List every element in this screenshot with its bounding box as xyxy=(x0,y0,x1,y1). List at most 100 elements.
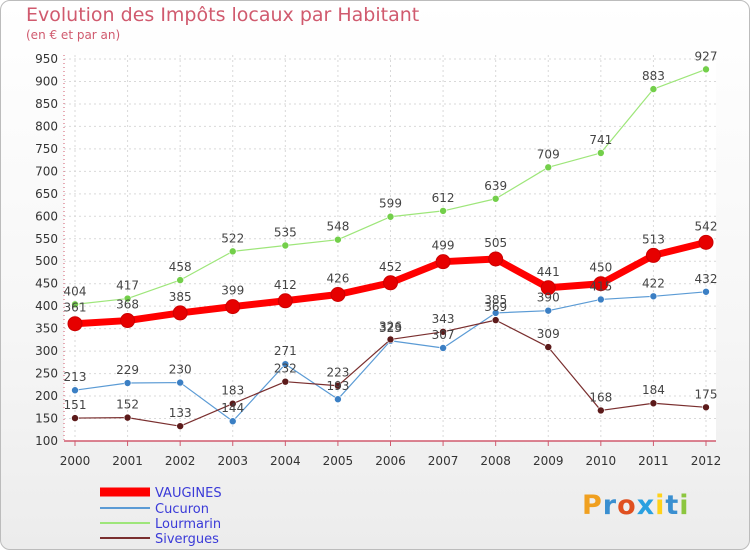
legend-label-sivergues: Sivergues xyxy=(155,532,219,547)
data-label-cucuron: 422 xyxy=(642,276,665,290)
data-point-lourmarin xyxy=(281,241,290,250)
data-point-cucuron xyxy=(176,378,184,387)
data-point-lourmarin xyxy=(702,65,710,74)
data-point-vaugines xyxy=(645,247,661,263)
data-label-sivergues: 152 xyxy=(116,398,139,412)
data-point-cucuron xyxy=(649,292,658,301)
y-tick-label: 800 xyxy=(35,119,58,133)
y-tick-label: 550 xyxy=(35,232,58,246)
data-label-lourmarin: 612 xyxy=(432,191,455,205)
data-point-sivergues xyxy=(334,381,342,390)
y-tick-label: 850 xyxy=(35,97,58,111)
data-label-cucuron: 271 xyxy=(274,344,297,358)
data-label-sivergues: 343 xyxy=(432,312,455,326)
data-label-cucuron: 385 xyxy=(484,293,507,307)
data-label-sivergues: 184 xyxy=(642,383,665,397)
data-point-cucuron xyxy=(71,386,79,395)
data-point-lourmarin xyxy=(334,235,342,244)
data-label-lourmarin: 883 xyxy=(642,69,665,83)
data-point-sivergues xyxy=(71,414,79,422)
data-label-sivergues: 168 xyxy=(589,390,612,404)
data-label-vaugines: 361 xyxy=(64,301,87,315)
data-label-vaugines: 542 xyxy=(695,219,718,233)
data-label-cucuron: 390 xyxy=(537,291,560,305)
y-tick-label: 400 xyxy=(35,299,58,313)
y-tick-label: 500 xyxy=(35,254,58,268)
data-label-sivergues: 232 xyxy=(274,362,297,376)
data-point-cucuron xyxy=(439,344,447,352)
data-point-lourmarin xyxy=(123,294,132,303)
y-tick-label: 950 xyxy=(35,52,58,66)
x-tick-label: 2003 xyxy=(217,454,248,468)
data-label-vaugines: 368 xyxy=(116,298,139,312)
data-label-lourmarin: 548 xyxy=(326,220,349,234)
y-tick-label: 700 xyxy=(35,164,58,178)
data-point-sivergues xyxy=(281,377,290,386)
data-label-vaugines: 426 xyxy=(326,271,349,285)
data-label-sivergues: 223 xyxy=(326,366,349,380)
y-tick-label: 750 xyxy=(35,142,58,156)
data-point-cucuron xyxy=(544,306,553,315)
y-tick-label: 300 xyxy=(35,344,58,358)
data-label-vaugines: 441 xyxy=(537,265,560,279)
data-point-vaugines xyxy=(540,280,556,296)
y-tick-label: 650 xyxy=(35,187,58,201)
data-label-sivergues: 309 xyxy=(537,327,560,341)
data-label-cucuron: 307 xyxy=(432,328,455,342)
data-point-cucuron xyxy=(281,360,290,368)
data-point-vaugines xyxy=(67,316,83,332)
legend-label-vaugines: VAUGINES xyxy=(155,486,222,501)
data-point-lourmarin xyxy=(228,247,237,256)
data-point-vaugines xyxy=(120,313,136,329)
data-point-vaugines xyxy=(172,305,188,321)
data-point-vaugines xyxy=(435,254,451,270)
data-label-sivergues: 151 xyxy=(64,398,87,412)
x-tick-label: 2001 xyxy=(112,454,143,468)
data-label-lourmarin: 741 xyxy=(589,133,612,147)
data-point-lourmarin xyxy=(386,212,395,221)
data-point-sivergues xyxy=(491,316,500,324)
data-point-lourmarin xyxy=(176,276,184,284)
x-tick-label: 2002 xyxy=(165,454,196,468)
data-label-cucuron: 144 xyxy=(221,401,244,415)
y-tick-label: 100 xyxy=(35,434,58,448)
data-point-sivergues xyxy=(544,343,553,351)
y-tick-label: 150 xyxy=(35,412,58,426)
data-point-vaugines xyxy=(330,286,346,302)
data-point-lourmarin xyxy=(491,194,500,203)
x-tick-label: 2012 xyxy=(691,454,722,468)
data-point-cucuron xyxy=(228,417,237,426)
data-point-sivergues xyxy=(439,327,447,336)
x-tick-label: 2009 xyxy=(533,454,564,468)
legend-label-cucuron: Cucuron xyxy=(155,502,209,517)
data-label-cucuron: 193 xyxy=(326,379,349,393)
data-point-cucuron xyxy=(123,379,132,387)
data-label-lourmarin: 522 xyxy=(221,231,244,245)
data-point-cucuron xyxy=(334,395,342,404)
data-point-sivergues xyxy=(386,335,395,344)
x-tick-label: 2004 xyxy=(270,454,301,468)
data-point-lourmarin xyxy=(597,149,605,157)
data-point-lourmarin xyxy=(71,300,79,309)
data-point-lourmarin xyxy=(439,207,447,215)
data-label-lourmarin: 535 xyxy=(274,226,297,240)
data-label-lourmarin: 709 xyxy=(537,147,560,161)
data-point-vaugines xyxy=(488,251,504,267)
data-label-cucuron: 213 xyxy=(64,370,87,384)
data-label-lourmarin: 458 xyxy=(169,260,192,274)
data-label-lourmarin: 599 xyxy=(379,197,402,211)
data-point-lourmarin xyxy=(649,85,658,93)
data-point-vaugines xyxy=(698,234,714,250)
data-label-sivergues: 175 xyxy=(695,387,718,401)
data-point-vaugines xyxy=(383,275,398,291)
data-label-cucuron: 432 xyxy=(695,272,718,286)
y-tick-label: 250 xyxy=(35,367,58,381)
data-label-cucuron: 229 xyxy=(116,363,139,377)
y-tick-label: 600 xyxy=(35,209,58,223)
y-tick-label: 450 xyxy=(35,277,58,291)
legend-label-lourmarin: Lourmarin xyxy=(155,517,221,532)
x-tick-label: 2008 xyxy=(480,454,511,468)
data-label-lourmarin: 417 xyxy=(116,279,139,293)
data-point-vaugines xyxy=(277,293,293,309)
data-label-cucuron: 230 xyxy=(169,363,192,377)
